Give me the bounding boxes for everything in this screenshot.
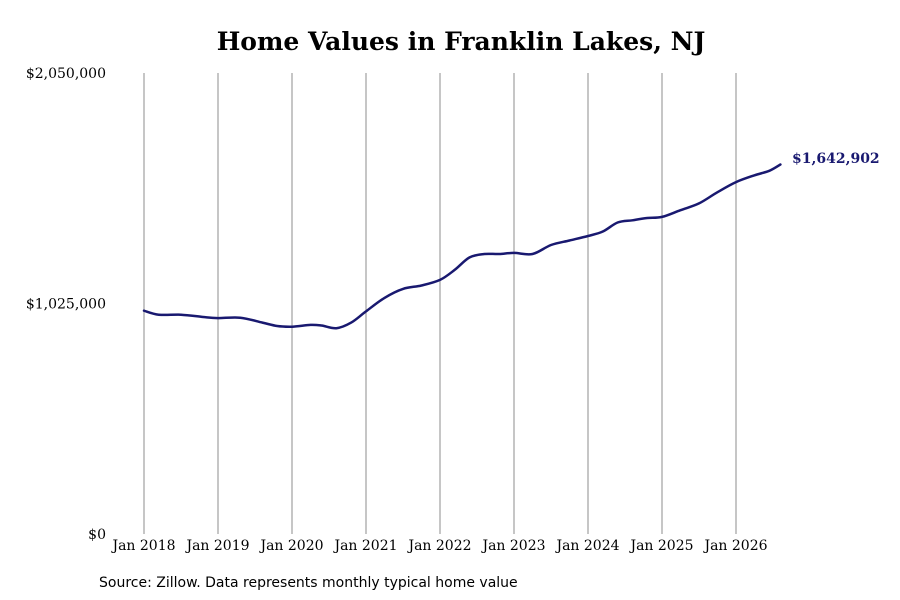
x-tick-label: Jan 2022	[406, 538, 471, 554]
x-tick-label: Jan 2020	[258, 538, 323, 554]
x-tick-label: Jan 2019	[184, 538, 249, 554]
y-tick-label: $0	[88, 527, 106, 543]
y-tick-label: $1,025,000	[26, 297, 106, 313]
x-tick-label: Jan 2023	[480, 538, 545, 554]
x-tick-label: Jan 2021	[332, 538, 397, 554]
y-tick-label: $2,050,000	[26, 66, 106, 82]
end-value-label: $1,642,902	[792, 151, 880, 167]
grid-lines	[143, 73, 737, 534]
x-axis-tick-labels: Jan 2018 Jan 2019 Jan 2020 Jan 2021 Jan 2022…	[110, 538, 767, 554]
x-tick-label: Jan 2026	[702, 538, 767, 554]
x-tick-label: Jan 2018	[110, 538, 175, 554]
y-axis-tick-labels: $0 $1,025,000 $2,050,000	[26, 66, 106, 543]
x-tick-label: Jan 2024	[554, 538, 619, 554]
source-note: Source: Zillow. Data represents monthly …	[99, 575, 518, 591]
chart-title: Home Values in Franklin Lakes, NJ	[217, 27, 706, 56]
home-value-line	[142, 163, 782, 330]
x-tick-label: Jan 2025	[628, 538, 693, 554]
